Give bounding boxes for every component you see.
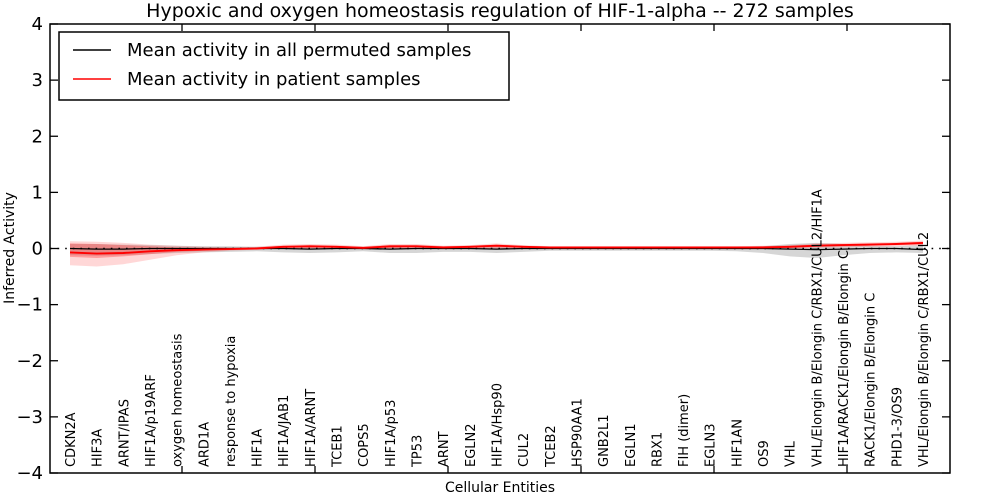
x-tick-label: EGLN2 xyxy=(464,423,479,467)
x-tick-label: COPS5 xyxy=(357,423,372,467)
x-tick-label: EGLN1 xyxy=(624,423,639,467)
y-tick-label: −1 xyxy=(16,295,43,316)
x-tick-label: ARNT/IPAS xyxy=(117,399,132,467)
x-tick-label: VHL/Elongin B/Elongin C/RBX1/CUL2 xyxy=(917,232,932,467)
x-tick-label: VHL xyxy=(784,440,799,467)
x-tick-label: HIF1A/p19ARF xyxy=(144,374,159,467)
legend-label-permuted: Mean activity in all permuted samples xyxy=(127,40,471,61)
x-tick-label: TCEB2 xyxy=(544,425,559,468)
x-tick-label: TCEB1 xyxy=(331,425,346,468)
x-tick-label: oxygen homeostasis xyxy=(171,333,186,467)
x-tick-label: HIF1A xyxy=(251,429,266,467)
x-tick-label: CUL2 xyxy=(517,433,532,467)
x-tick-label: HIF1A/JAB1 xyxy=(277,395,292,467)
legend-item-permuted: Mean activity in all permuted samples xyxy=(73,40,471,61)
y-tick-label: 4 xyxy=(32,14,43,35)
x-tick-label: RACK1/Elongin B/Elongin C xyxy=(864,293,879,467)
patient-mean-line xyxy=(69,241,924,255)
ticks-layer: 4 3 2 1 0 −1 −2 −3 −4 xyxy=(16,14,950,484)
x-tick-label: HIF1A/p53 xyxy=(384,400,399,467)
x-tick-label: HIF1AN xyxy=(730,419,745,467)
x-tick-label: RBX1 xyxy=(650,432,665,467)
x-axis-label: Cellular Entities xyxy=(445,480,555,496)
y-tick-label: −4 xyxy=(16,463,43,484)
y-tick-label: −2 xyxy=(16,351,43,372)
legend-box xyxy=(58,31,510,101)
x-tick-label: HIF1A/ARNT xyxy=(304,389,319,467)
x-tick-labels: CDKN2A HIF3A ARNT/IPAS HIF1A/p19ARF oxygen h… xyxy=(64,189,932,468)
x-tick-label: ARNT xyxy=(437,431,452,467)
x-tick-label: PHD1-3/OS9 xyxy=(890,387,905,467)
x-tick-label: HSP90AA1 xyxy=(570,398,585,467)
y-tick-label: 0 xyxy=(32,239,43,260)
x-tick-label: OS9 xyxy=(757,440,772,467)
series-layer xyxy=(69,241,924,255)
legend-item-patient: Mean activity in patient samples xyxy=(73,69,421,90)
legend-label-patient: Mean activity in patient samples xyxy=(127,69,421,90)
x-tick-label: VHL/Elongin B/Elongin C/RBX1/CUL2/HIF1A xyxy=(810,189,825,467)
plot-border xyxy=(49,23,951,474)
x-tick-label: CDKN2A xyxy=(64,412,79,467)
y-tick-label: 2 xyxy=(32,126,43,147)
x-tick-label: response to hypoxia xyxy=(224,336,239,467)
x-tick-label: HIF1A/RACK1/Elongin B/Elongin C xyxy=(837,250,852,467)
y-tick-label: −3 xyxy=(16,407,43,428)
x-tick-label: HIF3A xyxy=(91,429,106,467)
x-tick-label: GNB2L1 xyxy=(597,414,612,467)
y-tick-label: 3 xyxy=(32,70,43,91)
x-tick-label: ARD1A xyxy=(197,422,212,467)
chart-title: Hypoxic and oxygen homeostasis regulatio… xyxy=(146,0,854,22)
y-tick-label: 1 xyxy=(32,182,43,203)
y-axis-label: Inferred Activity xyxy=(2,192,18,304)
x-tick-label: FIH (dimer) xyxy=(677,394,692,467)
x-tick-label: HIF1A/Hsp90 xyxy=(490,383,505,467)
x-tick-label: TP53 xyxy=(411,435,426,468)
legend: Mean activity in all permuted samples Me… xyxy=(58,31,510,101)
x-tick-label: EGLN3 xyxy=(704,423,719,467)
